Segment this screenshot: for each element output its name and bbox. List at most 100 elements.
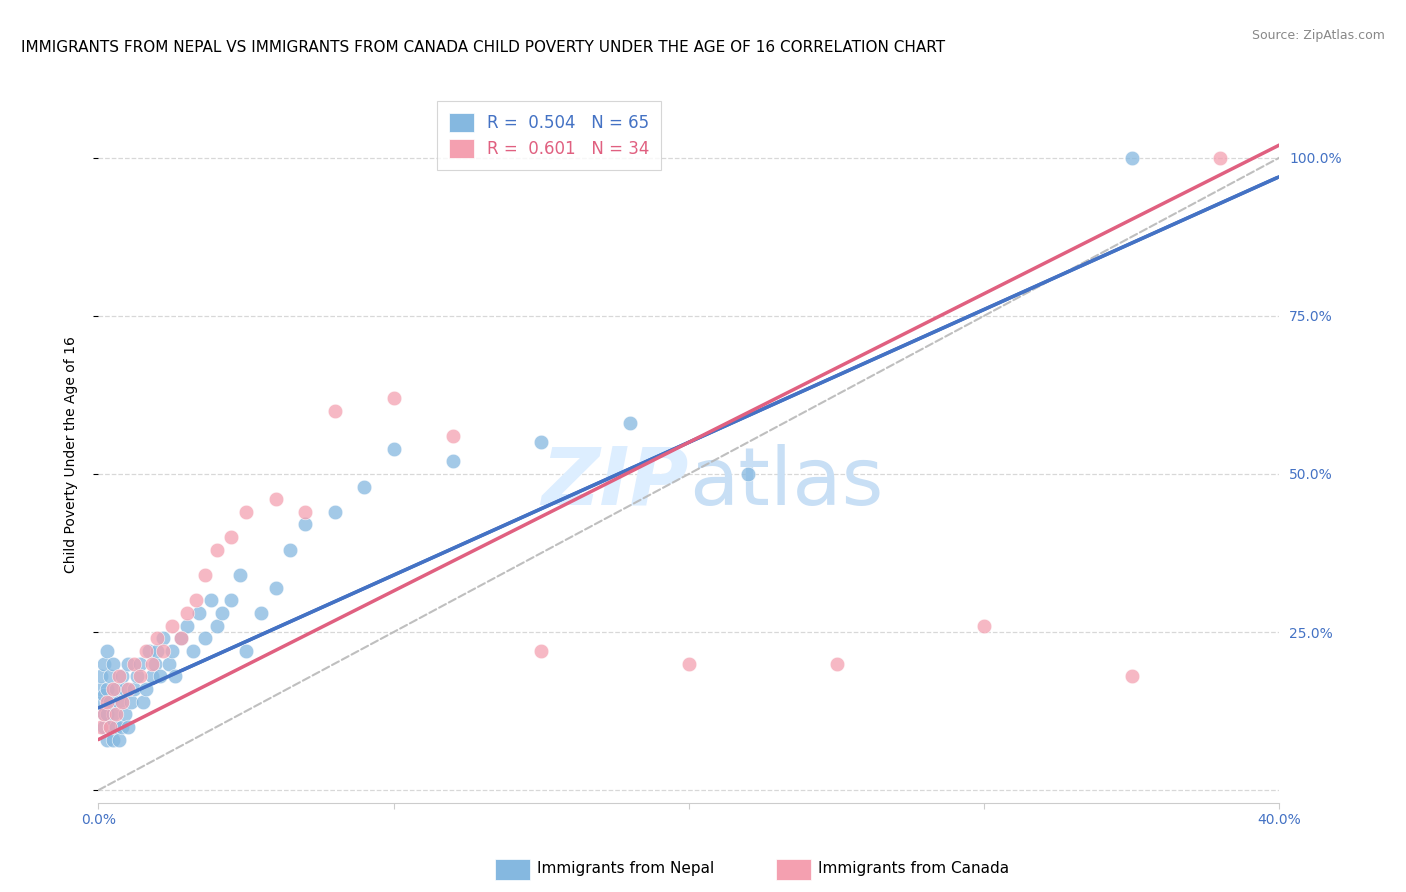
Point — [170, 632, 193, 646]
Point — [146, 644, 169, 658]
Point — [103, 707, 125, 722]
Point — [221, 593, 243, 607]
Text: Source: ZipAtlas.com: Source: ZipAtlas.com — [1251, 29, 1385, 42]
Point — [103, 657, 125, 671]
Point — [235, 505, 257, 519]
Point — [105, 707, 128, 722]
Point — [96, 681, 118, 696]
Point — [128, 657, 150, 671]
Point — [96, 695, 118, 709]
Point — [294, 517, 316, 532]
Point — [1121, 669, 1143, 683]
Point — [93, 707, 115, 722]
Point — [96, 707, 118, 722]
Point — [737, 467, 759, 481]
Point — [122, 657, 145, 671]
Point — [187, 606, 209, 620]
Text: Immigrants from Nepal: Immigrants from Nepal — [537, 862, 714, 876]
Point — [323, 505, 346, 519]
Point — [128, 669, 150, 683]
Point — [530, 644, 553, 658]
Point — [162, 644, 183, 658]
Point — [382, 391, 405, 405]
Point — [441, 454, 464, 468]
Point — [200, 593, 222, 607]
Point — [194, 632, 217, 646]
Point — [176, 618, 198, 632]
Point — [194, 568, 217, 582]
Point — [165, 669, 187, 683]
Point — [205, 542, 228, 557]
Point — [250, 606, 273, 620]
Point — [235, 644, 257, 658]
Point — [229, 568, 252, 582]
Point — [135, 644, 157, 658]
Point — [108, 695, 131, 709]
Point — [1209, 151, 1232, 165]
Point — [619, 417, 641, 431]
Point — [184, 593, 207, 607]
Point — [294, 505, 316, 519]
Point — [108, 669, 131, 683]
Point — [117, 681, 139, 696]
Point — [170, 632, 193, 646]
Point — [141, 669, 163, 683]
Point — [122, 681, 145, 696]
Point — [135, 681, 157, 696]
Text: Immigrants from Canada: Immigrants from Canada — [818, 862, 1010, 876]
Point — [93, 657, 115, 671]
Point — [353, 479, 375, 493]
Point — [103, 732, 125, 747]
Point — [973, 618, 995, 632]
Point — [825, 657, 848, 671]
Point — [1121, 151, 1143, 165]
Point — [141, 657, 163, 671]
Point — [138, 644, 160, 658]
Point — [149, 669, 172, 683]
Point — [211, 606, 233, 620]
Point — [162, 618, 183, 632]
Point — [105, 720, 128, 734]
Point — [678, 657, 700, 671]
Point — [93, 707, 115, 722]
Point — [132, 695, 155, 709]
Point — [90, 695, 112, 709]
Point — [98, 720, 121, 734]
Point — [111, 720, 134, 734]
Point — [98, 720, 121, 734]
Point — [221, 530, 243, 544]
Point — [98, 669, 121, 683]
Point — [120, 695, 142, 709]
Text: atlas: atlas — [689, 443, 883, 522]
Point — [382, 442, 405, 456]
Point — [146, 632, 169, 646]
Legend: R =  0.504   N = 65, R =  0.601   N = 34: R = 0.504 N = 65, R = 0.601 N = 34 — [437, 102, 661, 170]
Point — [114, 707, 136, 722]
Point — [111, 695, 134, 709]
Text: IMMIGRANTS FROM NEPAL VS IMMIGRANTS FROM CANADA CHILD POVERTY UNDER THE AGE OF 1: IMMIGRANTS FROM NEPAL VS IMMIGRANTS FROM… — [21, 40, 945, 55]
Point — [181, 644, 204, 658]
Point — [96, 732, 118, 747]
Point — [530, 435, 553, 450]
Point — [93, 688, 115, 702]
Point — [105, 681, 128, 696]
Point — [90, 669, 112, 683]
Point — [143, 657, 166, 671]
Point — [108, 732, 131, 747]
Point — [125, 669, 148, 683]
Point — [152, 644, 174, 658]
Point — [176, 606, 198, 620]
Point — [117, 720, 139, 734]
Point — [96, 644, 118, 658]
Point — [441, 429, 464, 443]
Point — [323, 403, 346, 417]
Point — [152, 632, 174, 646]
Text: ZIP: ZIP — [541, 443, 689, 522]
Point — [90, 681, 112, 696]
Point — [90, 720, 112, 734]
Point — [117, 657, 139, 671]
Y-axis label: Child Poverty Under the Age of 16: Child Poverty Under the Age of 16 — [63, 336, 77, 574]
Point — [205, 618, 228, 632]
Point — [103, 681, 125, 696]
Point — [114, 681, 136, 696]
